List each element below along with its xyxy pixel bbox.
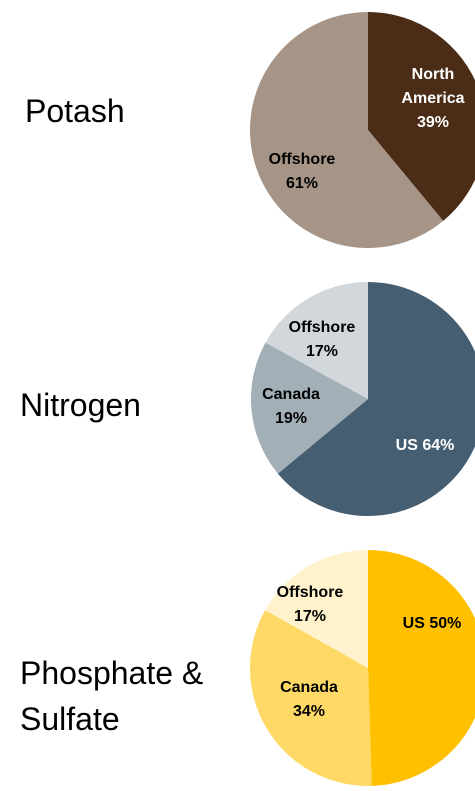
slice-label: North America 39% bbox=[393, 63, 473, 135]
slice-label: Offshore 61% bbox=[262, 148, 342, 196]
slice-category: Offshore bbox=[268, 151, 336, 168]
chart-title: Nitrogen bbox=[20, 387, 141, 423]
slice-value: 64% bbox=[422, 437, 455, 454]
slice-value: 19% bbox=[274, 410, 308, 427]
slice-label: Canada 19% bbox=[251, 383, 331, 431]
slice-category: North America bbox=[401, 66, 465, 107]
chart-title: Phosphate & Sulfate bbox=[20, 655, 204, 737]
slice-category: US bbox=[395, 437, 418, 454]
pie-slice bbox=[277, 282, 475, 516]
pie-slice bbox=[251, 342, 368, 474]
slice-category: Canada bbox=[280, 679, 338, 696]
pie-slice bbox=[368, 550, 475, 786]
slice-value: 17% bbox=[293, 608, 327, 625]
pie-slice bbox=[265, 550, 368, 668]
slice-category: US bbox=[402, 615, 425, 632]
slice-label: Canada 34% bbox=[269, 676, 349, 724]
pie-slice bbox=[250, 610, 372, 786]
slice-label: Offshore 17% bbox=[270, 581, 350, 629]
pie-slice bbox=[249, 12, 444, 248]
slice-value: 17% bbox=[305, 343, 339, 360]
slice-value: 61% bbox=[285, 175, 319, 192]
slice-label: Offshore 17% bbox=[282, 316, 362, 364]
pie-slice bbox=[368, 12, 475, 221]
chart-title: Potash bbox=[25, 93, 125, 129]
slice-category: Offshore bbox=[288, 319, 356, 336]
slice-value: 50% bbox=[429, 615, 462, 632]
pie-slice bbox=[265, 282, 368, 399]
slice-category: Canada bbox=[262, 386, 320, 403]
slice-value: 34% bbox=[292, 703, 326, 720]
slice-label: US 50% bbox=[403, 612, 462, 636]
slice-value: 39% bbox=[416, 114, 450, 131]
slice-category: Offshore bbox=[276, 584, 344, 601]
slice-label: US 64% bbox=[396, 434, 455, 458]
